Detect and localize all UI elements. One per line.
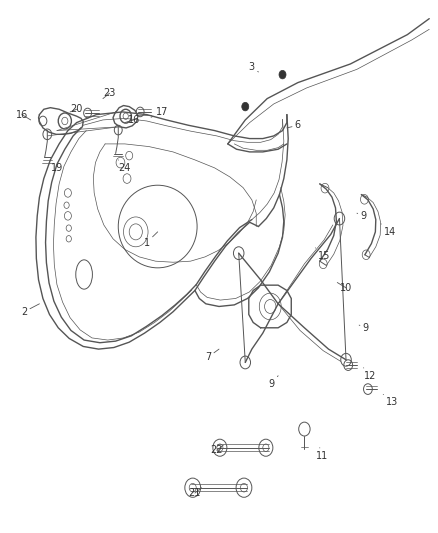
Text: 10: 10 bbox=[337, 282, 352, 293]
Circle shape bbox=[242, 102, 249, 111]
Text: 11: 11 bbox=[316, 448, 328, 461]
Text: 15: 15 bbox=[315, 248, 330, 261]
Circle shape bbox=[263, 444, 269, 451]
Text: 20: 20 bbox=[70, 104, 83, 114]
Text: 7: 7 bbox=[205, 349, 219, 362]
Text: 23: 23 bbox=[103, 88, 116, 99]
Text: 6: 6 bbox=[287, 120, 301, 130]
Text: 3: 3 bbox=[249, 62, 258, 72]
Circle shape bbox=[189, 483, 196, 492]
Text: 1: 1 bbox=[144, 232, 158, 247]
Text: 9: 9 bbox=[268, 376, 278, 389]
Text: 14: 14 bbox=[381, 224, 396, 237]
Text: 16: 16 bbox=[16, 110, 31, 120]
Text: 16: 16 bbox=[125, 115, 140, 125]
Text: 13: 13 bbox=[383, 394, 398, 407]
Text: 12: 12 bbox=[364, 368, 376, 381]
Text: 22: 22 bbox=[211, 445, 223, 455]
Text: 9: 9 bbox=[359, 323, 369, 333]
Text: 19: 19 bbox=[50, 160, 63, 173]
Text: 17: 17 bbox=[151, 107, 168, 117]
Circle shape bbox=[279, 70, 286, 79]
Text: 24: 24 bbox=[118, 160, 131, 173]
Circle shape bbox=[217, 444, 223, 451]
Text: 21: 21 bbox=[189, 488, 201, 498]
Text: 9: 9 bbox=[357, 211, 367, 221]
Text: 2: 2 bbox=[21, 304, 39, 317]
Circle shape bbox=[240, 483, 247, 492]
